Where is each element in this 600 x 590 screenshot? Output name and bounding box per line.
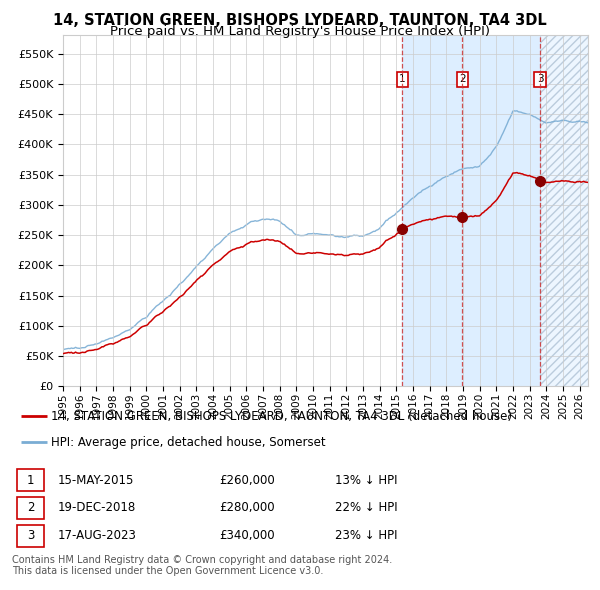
Text: £340,000: £340,000 xyxy=(220,529,275,542)
Text: 2: 2 xyxy=(26,502,34,514)
Text: 1: 1 xyxy=(26,474,34,487)
FancyBboxPatch shape xyxy=(17,525,44,547)
Text: 14, STATION GREEN, BISHOPS LYDEARD, TAUNTON, TA4 3DL: 14, STATION GREEN, BISHOPS LYDEARD, TAUN… xyxy=(53,13,547,28)
Text: 23% ↓ HPI: 23% ↓ HPI xyxy=(335,529,397,542)
Text: 22% ↓ HPI: 22% ↓ HPI xyxy=(335,502,397,514)
Text: 19-DEC-2018: 19-DEC-2018 xyxy=(58,502,136,514)
FancyBboxPatch shape xyxy=(17,469,44,491)
FancyBboxPatch shape xyxy=(17,497,44,519)
Text: 13% ↓ HPI: 13% ↓ HPI xyxy=(335,474,397,487)
Text: 1: 1 xyxy=(399,74,406,84)
Bar xyxy=(540,35,588,386)
Text: Contains HM Land Registry data © Crown copyright and database right 2024.
This d: Contains HM Land Registry data © Crown c… xyxy=(12,555,392,576)
Text: £260,000: £260,000 xyxy=(220,474,275,487)
Text: HPI: Average price, detached house, Somerset: HPI: Average price, detached house, Some… xyxy=(51,435,326,448)
Text: 14, STATION GREEN, BISHOPS LYDEARD, TAUNTON, TA4 3DL (detached house): 14, STATION GREEN, BISHOPS LYDEARD, TAUN… xyxy=(51,410,512,423)
Text: £280,000: £280,000 xyxy=(220,502,275,514)
Bar xyxy=(540,35,588,386)
Text: 3: 3 xyxy=(27,529,34,542)
Text: 15-MAY-2015: 15-MAY-2015 xyxy=(58,474,134,487)
Text: 17-AUG-2023: 17-AUG-2023 xyxy=(58,529,137,542)
Text: 2: 2 xyxy=(459,74,466,84)
Text: Price paid vs. HM Land Registry's House Price Index (HPI): Price paid vs. HM Land Registry's House … xyxy=(110,25,490,38)
Text: 3: 3 xyxy=(537,74,544,84)
Bar xyxy=(403,35,540,386)
